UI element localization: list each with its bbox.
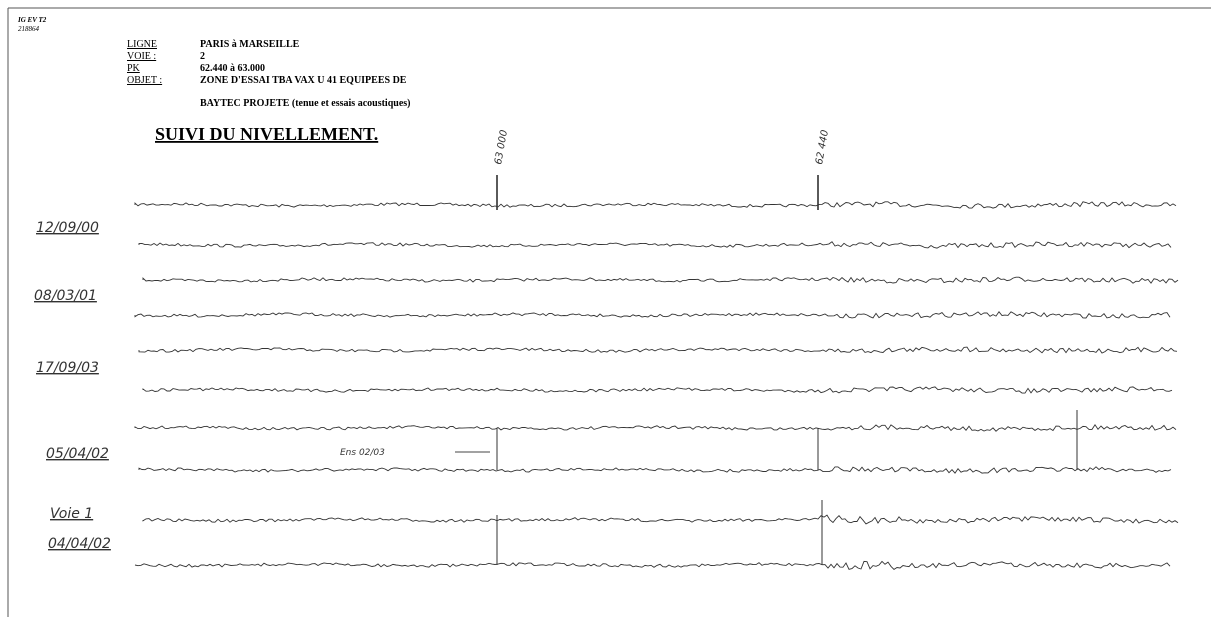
- doc-title: SUIVI DU NIVELLEMENT.: [155, 124, 378, 144]
- field-label: OBJET :: [127, 75, 162, 86]
- field-value: BAYTEC PROJETE (tenue et essais acoustiq…: [200, 98, 410, 109]
- trace: [135, 425, 1176, 431]
- date-label: 08/03/01: [34, 288, 97, 304]
- ref-number: 218864: [18, 25, 40, 33]
- trace: [143, 277, 1178, 283]
- trace: [135, 312, 1170, 318]
- scan: IG EV T2 218864 SUIVI DU NIVELLEMENT. En…: [0, 0, 1211, 617]
- trace: [135, 561, 1170, 569]
- trace: [143, 515, 1178, 524]
- document-page: IG EV T2 218864 SUIVI DU NIVELLEMENT. En…: [0, 0, 1211, 617]
- field-label: PK: [127, 63, 141, 74]
- pk-marker: 62 440: [814, 129, 831, 165]
- trace: [143, 387, 1172, 393]
- field-value: 2: [200, 51, 205, 62]
- trace: [139, 242, 1171, 248]
- ref-code: IG EV T2: [17, 16, 47, 24]
- field-label: VOIE :: [127, 51, 156, 62]
- date-label: 05/04/02: [46, 446, 109, 462]
- annotation: Ens 02/03: [340, 448, 385, 458]
- pk-marker: 63 000: [493, 129, 510, 165]
- date-label: 12/09/00: [36, 220, 99, 236]
- date-label: 04/04/02: [48, 536, 111, 552]
- field-label: LIGNE: [127, 39, 157, 50]
- trace: [139, 467, 1171, 473]
- trace: [139, 347, 1177, 353]
- date-label: 17/09/03: [36, 360, 99, 376]
- trace: [135, 202, 1176, 208]
- field-value: 62.440 à 63.000: [200, 63, 265, 74]
- date-label: Voie 1: [50, 506, 93, 522]
- field-value: ZONE D'ESSAI TBA VAX U 41 EQUIPEES DE: [200, 75, 407, 86]
- field-value: PARIS à MARSEILLE: [200, 39, 300, 50]
